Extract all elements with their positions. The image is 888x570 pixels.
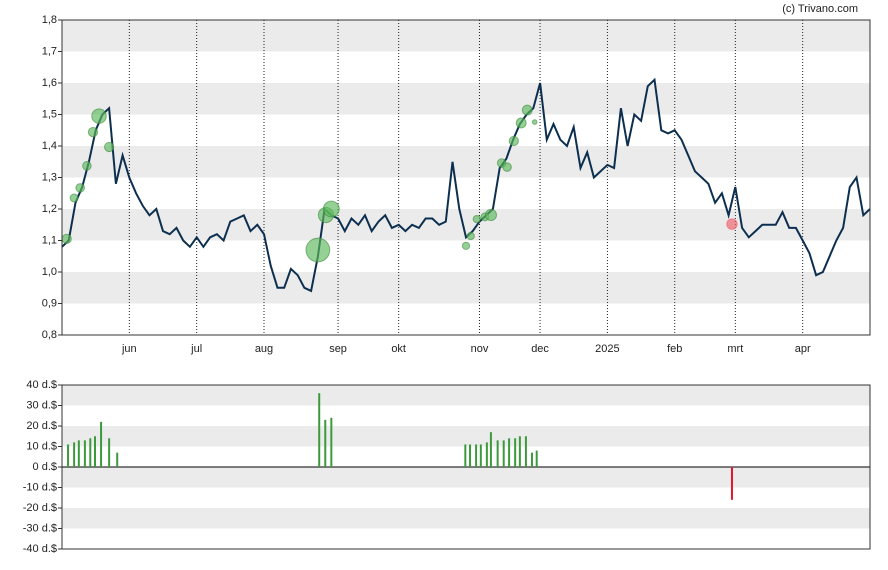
signal-bubble bbox=[91, 108, 107, 124]
bar bbox=[508, 438, 511, 467]
bar bbox=[496, 440, 499, 467]
y-tick-label: 1,2 bbox=[42, 203, 57, 215]
bar bbox=[318, 393, 321, 467]
y-tick-label: 1,8 bbox=[42, 14, 57, 26]
bar bbox=[116, 452, 119, 467]
bar bbox=[535, 450, 538, 467]
signal-bubble bbox=[75, 183, 85, 193]
signal-bubble bbox=[466, 231, 475, 241]
y-tick-label: 1,4 bbox=[42, 140, 57, 152]
signal-bubble bbox=[61, 233, 72, 245]
bar bbox=[324, 419, 327, 467]
plot-frame bbox=[61, 384, 871, 550]
grid-band bbox=[62, 426, 870, 447]
y-tick-label: 0,8 bbox=[42, 329, 57, 341]
price-line bbox=[61, 77, 871, 293]
signal-bubble bbox=[461, 241, 471, 250]
y-tick-label: 10 d.$ bbox=[26, 440, 57, 452]
bar bbox=[524, 436, 527, 467]
signal-bubble bbox=[69, 193, 79, 203]
y-tick-label: 1,1 bbox=[42, 234, 57, 246]
grid-band bbox=[62, 272, 870, 304]
x-tick-label: apr bbox=[795, 343, 811, 355]
signal-bubble bbox=[82, 161, 92, 171]
x-tick-label: sep bbox=[329, 343, 347, 355]
y-tick-label: -30 d.$ bbox=[23, 522, 57, 534]
y-tick-label: 20 d.$ bbox=[26, 420, 57, 432]
bar bbox=[469, 444, 472, 467]
signal-bubble bbox=[87, 127, 99, 138]
x-tick-label: feb bbox=[667, 343, 682, 355]
bar bbox=[502, 440, 505, 467]
y-tick-label: 40 d.$ bbox=[26, 379, 57, 391]
credit: (c) Trivano.com bbox=[782, 3, 858, 15]
bar bbox=[77, 440, 80, 467]
signal-bubble bbox=[104, 141, 115, 153]
signal-bubble bbox=[502, 162, 512, 172]
bar bbox=[514, 438, 517, 467]
y-tick-label: 1,6 bbox=[42, 77, 57, 89]
bar bbox=[89, 438, 92, 467]
bar bbox=[730, 467, 733, 500]
grid-band bbox=[62, 467, 870, 488]
bar bbox=[489, 432, 492, 467]
x-tick-label: 2025 bbox=[595, 343, 619, 355]
signal-bubble bbox=[521, 104, 533, 116]
bar bbox=[100, 421, 103, 467]
bar bbox=[83, 440, 86, 467]
x-tick-label: okt bbox=[391, 343, 406, 355]
y-tick-label: 1,3 bbox=[42, 171, 57, 183]
signal-bubble bbox=[305, 237, 331, 263]
bar bbox=[108, 438, 111, 467]
signal-bubble bbox=[531, 119, 538, 125]
bar bbox=[485, 442, 488, 467]
x-tick-label: mrt bbox=[727, 343, 743, 355]
bar bbox=[518, 436, 521, 467]
grid-band bbox=[62, 385, 870, 406]
y-tick-label: 1,0 bbox=[42, 266, 57, 278]
bar bbox=[73, 442, 76, 467]
grid-band bbox=[62, 146, 870, 178]
signal-bubble bbox=[508, 135, 519, 147]
bar bbox=[479, 444, 482, 467]
y-tick-label: 1,7 bbox=[42, 45, 57, 57]
signal-bubble bbox=[484, 208, 498, 222]
x-tick-label: aug bbox=[255, 343, 273, 355]
signal-bubble bbox=[726, 218, 738, 230]
grid-band bbox=[62, 508, 870, 529]
x-tick-label: nov bbox=[471, 343, 489, 355]
bar bbox=[93, 436, 96, 467]
grid-band bbox=[62, 83, 870, 115]
x-tick-label: jul bbox=[190, 343, 202, 355]
signal-bubble bbox=[322, 200, 340, 218]
signal-bubble bbox=[515, 117, 527, 129]
x-tick-label: dec bbox=[531, 343, 549, 355]
bar bbox=[530, 452, 533, 467]
x-tick-label: jun bbox=[121, 343, 137, 355]
signal-bubble bbox=[472, 214, 481, 224]
y-tick-label: -40 d.$ bbox=[23, 543, 57, 555]
bar bbox=[475, 444, 478, 467]
bar bbox=[67, 444, 70, 467]
y-tick-label: 30 d.$ bbox=[26, 399, 57, 411]
grid-band bbox=[62, 20, 870, 52]
y-tick-label: -20 d.$ bbox=[23, 502, 57, 514]
y-tick-label: 0 d.$ bbox=[33, 461, 57, 473]
plot-frame bbox=[61, 19, 871, 336]
y-tick-label: 1,5 bbox=[42, 108, 57, 120]
y-tick-label: 0,9 bbox=[42, 297, 57, 309]
y-tick-label: -10 d.$ bbox=[23, 481, 57, 493]
bar bbox=[464, 444, 467, 467]
bar bbox=[330, 417, 333, 467]
